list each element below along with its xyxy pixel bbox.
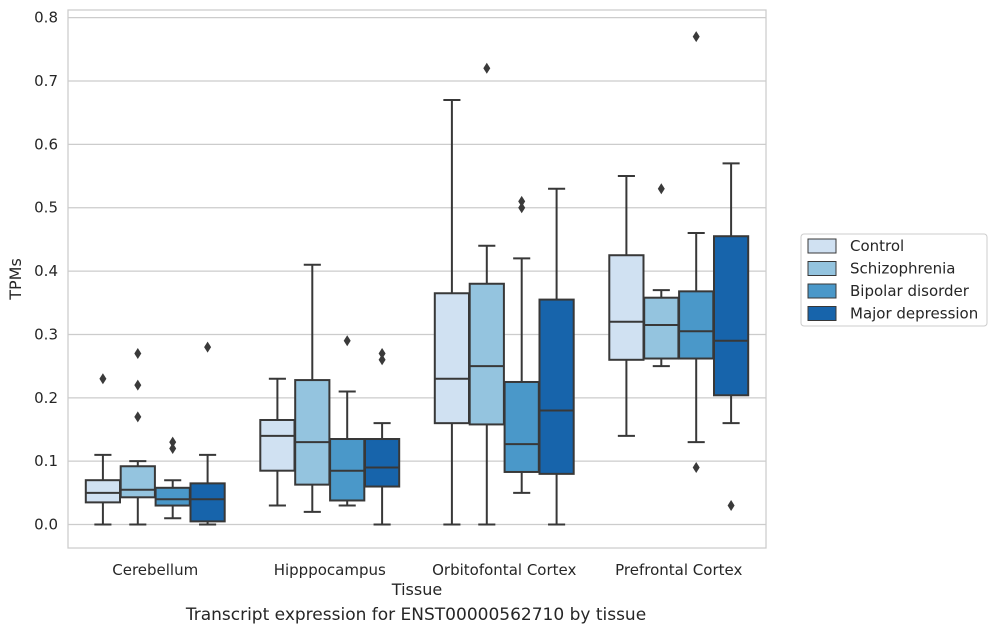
legend-label: Bipolar disorder (850, 282, 970, 300)
outlier-point (378, 347, 386, 359)
x-axis-label: Tissue (391, 580, 442, 599)
box (84, 479, 122, 504)
box (678, 290, 715, 360)
box-group (154, 436, 191, 520)
box (468, 282, 505, 426)
outlier-point (378, 354, 386, 366)
box-group (433, 98, 471, 526)
outlier-point (134, 347, 142, 359)
x-tick-label: Hipppocampus (274, 561, 386, 579)
legend-swatch (807, 238, 837, 254)
box-group (678, 31, 715, 474)
box (433, 292, 471, 425)
outlier-point (727, 500, 735, 512)
legend-swatch (807, 261, 837, 276)
x-tick-label: Prefrontal Cortex (615, 561, 742, 579)
legend-label: Major depression (850, 305, 978, 323)
box (259, 418, 296, 472)
y-tick-label: 0.3 (34, 325, 58, 343)
box (154, 486, 191, 507)
box-group (294, 263, 331, 513)
outlier-point (343, 335, 351, 347)
y-tick-label: 0.7 (34, 72, 58, 90)
x-tick-labels: Cerebellum Hipppocampus Orbitofontal Corte… (112, 561, 742, 579)
box-group (538, 187, 575, 526)
box-group (712, 162, 750, 512)
outlier-point (169, 436, 177, 448)
x-tick-label: Orbitofontal Cortex (432, 561, 576, 579)
outlier-point (483, 62, 491, 74)
y-tick-label: 0.4 (34, 262, 58, 280)
plot-frame (67, 9, 767, 549)
box (503, 380, 540, 473)
boxplot-marks (84, 31, 750, 526)
outlier-point (692, 31, 700, 43)
box (538, 298, 575, 475)
outlier-point (169, 443, 177, 455)
box (712, 235, 750, 397)
outlier-point (657, 183, 665, 195)
y-tick-label: 0.5 (34, 199, 58, 217)
legend-swatch (807, 306, 837, 321)
box (294, 379, 331, 486)
outlier-point (204, 341, 212, 353)
box-group (329, 335, 366, 507)
box (189, 482, 226, 523)
figure-caption: Transcript expression for ENST0000056271… (185, 605, 647, 625)
x-tick-label: Cerebellum (112, 561, 198, 579)
box (643, 296, 680, 360)
box-group (608, 175, 645, 437)
legend-label: Control (850, 237, 904, 255)
box (608, 254, 645, 361)
outlier-point (134, 411, 142, 423)
y-tick-label: 0.1 (34, 452, 58, 470)
box (363, 438, 401, 488)
box-group (84, 373, 122, 526)
box (119, 465, 156, 499)
legend: Control Schizophrenia Bipolar disorder Majo… (800, 233, 988, 327)
outlier-point (518, 202, 526, 214)
outlier-point (99, 373, 107, 385)
legend-label: Schizophrenia (850, 260, 955, 278)
box-group (643, 183, 680, 368)
y-axis-label: TPMs (6, 258, 25, 301)
y-tick-label: 0.0 (34, 516, 58, 534)
box-group (363, 347, 401, 526)
box-group (503, 195, 540, 494)
y-tick-label: 0.8 (34, 9, 58, 27)
y-tick-label: 0.2 (34, 389, 58, 407)
y-tick-labels: 0.0 0.1 0.2 0.3 0.4 0.5 0.6 0.7 0.8 (34, 9, 58, 534)
gridlines (68, 16, 766, 526)
outlier-point (692, 462, 700, 474)
box-group (189, 341, 226, 526)
legend-swatch (807, 283, 837, 299)
outlier-point (518, 195, 526, 207)
box-group (119, 347, 156, 526)
box-group (468, 62, 505, 526)
y-tick-label: 0.6 (34, 135, 58, 153)
outlier-point (134, 379, 142, 391)
legend-frame (800, 233, 988, 327)
